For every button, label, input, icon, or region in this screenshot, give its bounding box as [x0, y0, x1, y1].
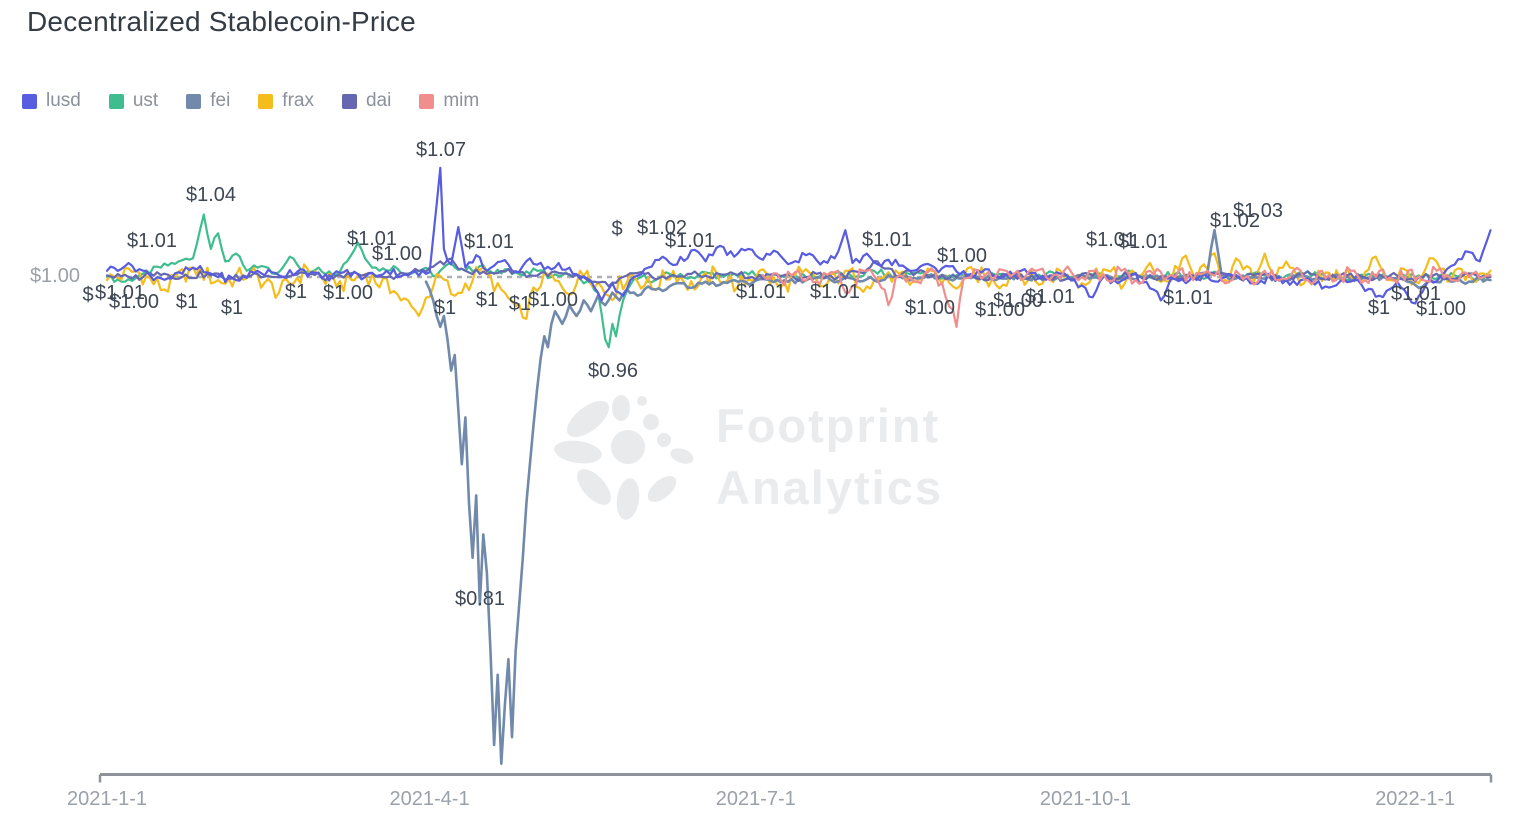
legend-item-fei[interactable]: fei: [186, 90, 230, 112]
value-label: $1.07: [415, 139, 467, 161]
value-label: $1.00: [108, 291, 160, 313]
legend-swatch: [108, 93, 124, 109]
value-label: $1: [175, 291, 199, 313]
value-label: $: [82, 284, 94, 306]
page-title: Decentralized Stablecoin-Price: [27, 6, 416, 37]
value-label: $1: [1367, 297, 1391, 319]
value-label: $1: [475, 289, 499, 311]
legend-item-ust[interactable]: ust: [108, 90, 159, 112]
value-label: $1.00: [527, 289, 579, 311]
legend-item-lusd[interactable]: lusd: [22, 90, 81, 112]
legend-swatch: [186, 93, 202, 109]
legend-label: ust: [132, 90, 159, 111]
value-label: $1.03: [1232, 200, 1284, 222]
value-label: $1.01: [346, 228, 398, 250]
value-label: $1.00: [371, 243, 423, 265]
legend-swatch: [341, 93, 357, 109]
value-label: $1.04: [185, 184, 237, 206]
value-label: $1.01: [1162, 287, 1214, 309]
value-label: $1.01: [1085, 229, 1137, 251]
legend-item-mim[interactable]: mim: [419, 90, 479, 112]
legend-swatch: [258, 93, 274, 109]
x-axis-tick-label: 2021-7-1: [715, 788, 796, 810]
value-label: $0.81: [454, 588, 506, 610]
value-label: $1: [433, 297, 457, 319]
value-label: $1.02: [636, 217, 688, 239]
legend: lusd ust fei frax dai mim: [22, 90, 479, 112]
legend-swatch: [419, 93, 435, 109]
legend-item-frax[interactable]: frax: [258, 90, 314, 112]
legend-swatch: [22, 93, 37, 109]
legend-label: fei: [210, 90, 231, 111]
value-label: $1.00: [1415, 298, 1467, 320]
value-label: $1: [508, 293, 532, 315]
value-label: $0.96: [587, 360, 639, 382]
series-line-fei: [424, 228, 1492, 766]
x-axis-tick-label: 2021-1-1: [66, 788, 148, 810]
value-label: $1.01: [463, 231, 515, 253]
value-label: $1.00: [992, 290, 1044, 312]
x-axis-tick-label: 2021-10-1: [1039, 788, 1132, 810]
value-label: $: [611, 218, 623, 240]
value-label: $1.01: [94, 282, 146, 304]
value-label: $1.01: [126, 230, 178, 252]
value-label: $1.00: [322, 282, 374, 304]
value-label: $1.01: [1024, 286, 1076, 308]
value-label: $1.00: [974, 299, 1026, 321]
legend-label: mim: [443, 90, 480, 111]
value-label: $1.01: [1390, 283, 1442, 305]
series-line-frax: [105, 252, 1492, 320]
legend-item-dai[interactable]: dai: [341, 90, 392, 112]
legend-label: lusd: [46, 90, 81, 111]
legend-label: frax: [282, 90, 314, 111]
y-axis-label: $1.00: [29, 265, 80, 287]
series-line-lusd: [105, 166, 1492, 305]
value-label: $1: [220, 297, 244, 319]
x-axis-tick-label: 2021-4-1: [389, 788, 470, 810]
value-label: $1.00: [904, 297, 956, 319]
value-label: $1.01: [664, 230, 716, 252]
value-label: $1.00: [936, 245, 988, 267]
value-label: $1.01: [1117, 231, 1169, 253]
value-label: $1.01: [861, 229, 913, 251]
x-axis-tick-label: 2022-1-1: [1375, 788, 1456, 810]
series-line-mim: [761, 265, 1492, 328]
value-label: $1.01: [735, 281, 787, 303]
legend-label: dai: [365, 90, 392, 111]
value-label: $1: [284, 281, 308, 303]
value-label: $1.01: [809, 281, 861, 303]
value-label: $1.02: [1209, 210, 1261, 232]
